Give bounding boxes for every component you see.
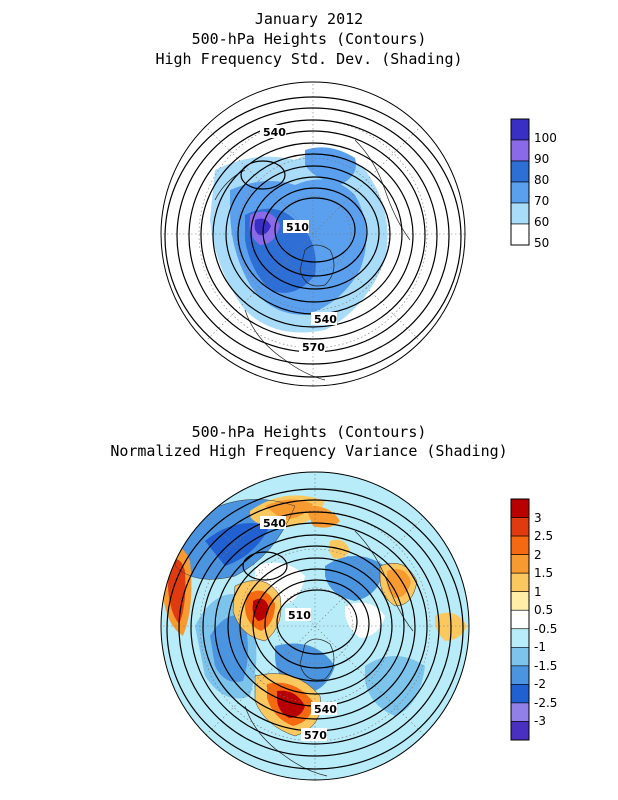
bottom-colorbar-label-neg1.5: -1.5	[534, 659, 557, 673]
bottom-colorbar-label-1: 1	[534, 585, 542, 599]
bottom-contour-label-2: 510	[288, 609, 311, 622]
top-contour-label-1: 540	[263, 126, 286, 139]
bottom-colorbar-swatch-6	[510, 609, 530, 630]
bottom-colorbar-swatch-0	[510, 498, 530, 518]
top-contour-label-2: 510	[286, 221, 309, 234]
bottom-colorbar-label-0.5: 0.5	[534, 603, 553, 617]
bottom-colorbar-label-neg0.5: -0.5	[534, 622, 557, 636]
top-shade-60b	[305, 147, 356, 185]
top-polar-map: 540 510 540 570	[160, 81, 466, 387]
top-contour-label-3: 540	[314, 313, 337, 326]
top-colorbar: 100 90 80 70 60 50	[510, 118, 557, 250]
top-title-line-1: January 2012	[254, 10, 364, 28]
bottom-colorbar-label-3: 3	[534, 511, 542, 525]
bottom-contour-label-1: 540	[263, 517, 286, 530]
top-colorbar-label-80: 80	[534, 173, 549, 187]
bottom-colorbar-swatch-12	[510, 721, 530, 741]
bottom-colorbar-label-2.5: 2.5	[534, 529, 553, 543]
top-title-line-2: 500-hPa Heights (Contours)	[191, 30, 427, 48]
top-contour-label-4: 570	[302, 341, 325, 354]
bottom-colorbar-swatch-5	[510, 591, 530, 611]
bottom-colorbar-swatch-11	[510, 702, 530, 722]
top-colorbar-swatch-5	[510, 223, 530, 246]
top-colorbar-swatch-2	[510, 160, 530, 183]
bottom-title-line-2: Normalized High Frequency Variance (Shad…	[110, 442, 508, 460]
bottom-colorbar: 3 2.5 2 1.5 1 0.5 -0.5 -1 -1.5 -2 -2.5 -…	[510, 498, 557, 741]
top-colorbar-label-90: 90	[534, 152, 549, 166]
bottom-colorbar-swatch-9	[510, 665, 530, 685]
bottom-colorbar-label-neg2: -2	[534, 677, 546, 691]
top-colorbar-swatch-4	[510, 202, 530, 225]
top-title-line-3: High Frequency Std. Dev. (Shading)	[155, 50, 463, 68]
bottom-colorbar-swatch-2	[510, 535, 530, 555]
bottom-colorbar-swatch-4	[510, 572, 530, 592]
top-colorbar-swatch-1	[510, 139, 530, 162]
bottom-contour-label-4: 570	[304, 729, 327, 742]
top-colorbar-swatch-3	[510, 181, 530, 204]
bottom-colorbar-swatch-10	[510, 684, 530, 704]
top-colorbar-label-50: 50	[534, 236, 549, 250]
top-colorbar-swatch-0	[510, 118, 530, 141]
bottom-title-line-1: 500-hPa Heights (Contours)	[191, 423, 427, 441]
top-colorbar-label-70: 70	[534, 194, 549, 208]
bottom-colorbar-swatch-1	[510, 517, 530, 537]
bottom-colorbar-label-neg1: -1	[534, 640, 546, 654]
bottom-polar-map: 540 510 540 570	[160, 471, 470, 781]
bottom-colorbar-label-neg3: -3	[534, 714, 546, 728]
bottom-colorbar-label-1.5: 1.5	[534, 566, 553, 580]
bottom-colorbar-label-neg2.5: -2.5	[534, 696, 557, 710]
bottom-colorbar-label-2: 2	[534, 548, 542, 562]
bottom-colorbar-swatch-3	[510, 554, 530, 574]
bottom-contour-label-3: 540	[314, 703, 337, 716]
top-colorbar-label-100: 100	[534, 131, 557, 145]
bottom-colorbar-swatch-7	[510, 628, 530, 648]
bottom-colorbar-swatch-8	[510, 647, 530, 667]
top-colorbar-label-60: 60	[534, 215, 549, 229]
